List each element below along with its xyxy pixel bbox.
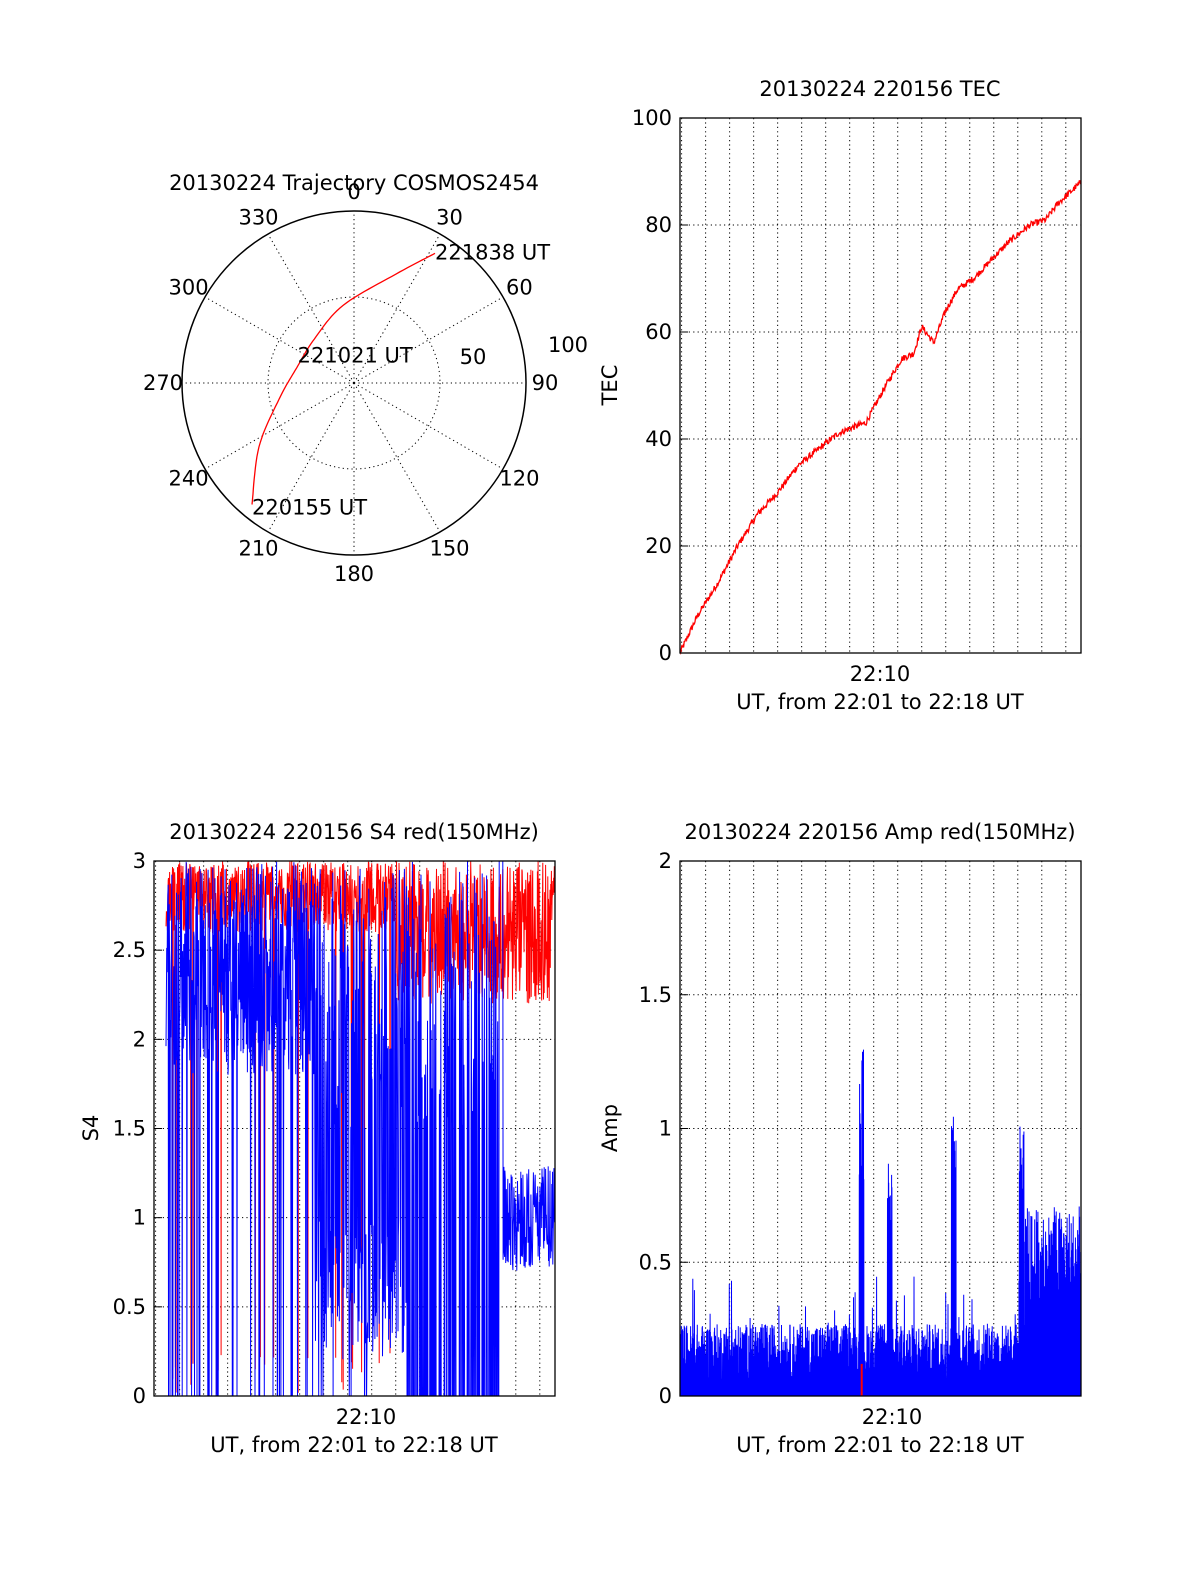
amp-chart: 20130224 220156 Amp red(150MHz) 0 0.5 1 1.5… [598,820,1082,1457]
s4-ylabel: S4 [79,1115,103,1142]
radius-label: 50 [460,345,487,369]
tec-yticks: 0 20 40 60 80 100 [632,106,688,665]
s4-xlabel: UT, from 22:01 to 22:18 UT [210,1433,498,1457]
s4-title: 20130224 220156 S4 red(150MHz) [169,820,539,844]
s4-ytick-label: 3 [133,849,146,873]
tec-ytick-label: 20 [645,534,672,558]
tec-chart: 20130224 220156 TEC 0 20 40 60 80 100 22:10 U… [598,77,1082,714]
amp-series-area [679,1049,1082,1397]
azimuth-label: 60 [506,276,533,300]
s4-xtick-label: 22:10 [336,1405,397,1429]
tec-title: 20130224 220156 TEC [759,77,1000,101]
azimuth-label: 180 [334,562,374,586]
tec-ytick-label: 0 [659,641,672,665]
s4-blue-series [165,860,556,1397]
track-time-annotation: 220155 UT [252,496,367,520]
amp-grid [680,861,1081,1396]
amp-xtick-label: 22:10 [862,1405,923,1429]
amp-ytick-label: 1.5 [639,983,672,1007]
s4-ytick-label: 1.5 [113,1117,146,1141]
amp-ytick-label: 0.5 [639,1250,672,1274]
polar-labels: 0 30 60 90 120 150 180 210 240 270 300 330 50 100 [143,180,588,586]
amp-ytick-label: 1 [659,1117,672,1141]
tec-ytick-label: 40 [645,427,672,451]
amp-yticks: 0 0.5 1 1.5 2 [639,849,688,1408]
azimuth-label: 30 [436,206,463,230]
amp-title: 20130224 220156 Amp red(150MHz) [684,820,1075,844]
azimuth-label: 210 [238,536,278,560]
tec-ytick-label: 100 [632,106,672,130]
track-time-annotation: 221021 UT [298,344,413,368]
s4-ytick-label: 1 [133,1206,146,1230]
polar-title: 20130224 Trajectory COSMOS2454 [169,171,539,195]
azimuth-label: 240 [169,467,209,491]
amp-blue-series [679,1049,1082,1397]
azimuth-label: 120 [499,467,539,491]
tec-xlabel: UT, from 22:01 to 22:18 UT [736,690,1024,714]
amp-ytick-label: 0 [659,1384,672,1408]
polar-inner-circle [267,296,441,470]
s4-ytick-label: 2 [133,1027,146,1051]
amp-xlabel: UT, from 22:01 to 22:18 UT [736,1433,1024,1457]
azimuth-label: 150 [429,536,469,560]
tec-ylabel: TEC [598,365,622,407]
azimuth-label: 330 [238,206,278,230]
tec-grid [680,118,1081,653]
azimuth-label: 0 [347,180,360,204]
azimuth-label: 90 [532,371,559,395]
tec-xtick-label: 22:10 [850,662,911,686]
amp-ytick-label: 2 [659,849,672,873]
polar-trajectory-chart: 20130224 Trajectory COSMOS2454 0 30 60 90 12… [143,171,588,586]
polar-spoke [204,296,355,384]
polar-annotations: 220155 UT 221021 UT 221838 UT [252,240,550,519]
track-time-annotation: 221838 UT [435,240,550,264]
s4-ytick-label: 2.5 [113,938,146,962]
tec-ytick-label: 60 [645,320,672,344]
tec-series-line [679,180,1082,655]
satellite-track [251,252,436,505]
s4-chart: 20130224 220156 S4 red(150MHz) 0 0.5 1 1.5 2… [79,820,556,1457]
s4-series-area [165,860,556,1397]
s4-yticks: 0 0.5 1 1.5 2 2.5 3 [113,849,162,1408]
amp-ylabel: Amp [598,1104,622,1152]
polar-spoke [353,296,504,384]
azimuth-label: 300 [169,276,209,300]
radius-label: 100 [548,333,588,357]
s4-ytick-label: 0 [133,1384,146,1408]
azimuth-label: 270 [143,371,183,395]
s4-ytick-label: 0.5 [113,1295,146,1319]
tec-plot-frame [679,117,1082,654]
tec-ytick-label: 80 [645,213,672,237]
